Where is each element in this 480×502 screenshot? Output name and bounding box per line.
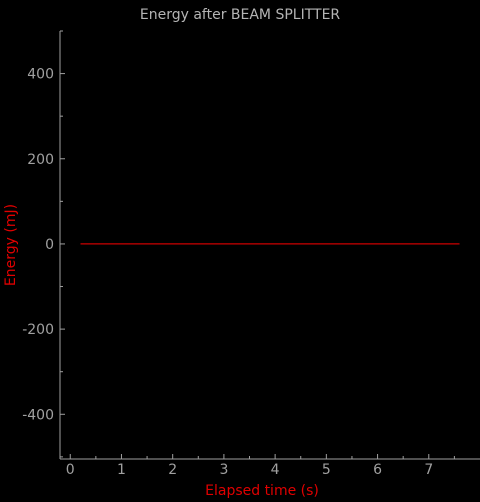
y-tick-label: 400 [27, 67, 54, 83]
x-tick-label: 3 [219, 462, 228, 478]
y-tick-label: 200 [27, 152, 54, 168]
x-tick-label: 0 [66, 462, 75, 478]
y-tick-label: 0 [45, 237, 54, 253]
x-tick-label: 1 [117, 462, 126, 478]
y-tick-label: -200 [22, 322, 54, 338]
x-tick-label: 5 [322, 462, 331, 478]
x-tick-label: 2 [168, 462, 177, 478]
tick-group: 400 200 0 -200 -400 0 1 2 3 4 5 6 7 [22, 30, 455, 478]
y-tick-label: -400 [22, 407, 54, 423]
x-axis-label: Elapsed time (s) [205, 483, 319, 499]
x-tick-label: 6 [373, 462, 382, 478]
x-tick-label: 4 [271, 462, 280, 478]
x-tick-label: 7 [424, 462, 433, 478]
y-axis-label: Energy (mJ) [3, 203, 19, 287]
chart-title: Energy after BEAM SPLITTER [139, 7, 341, 23]
